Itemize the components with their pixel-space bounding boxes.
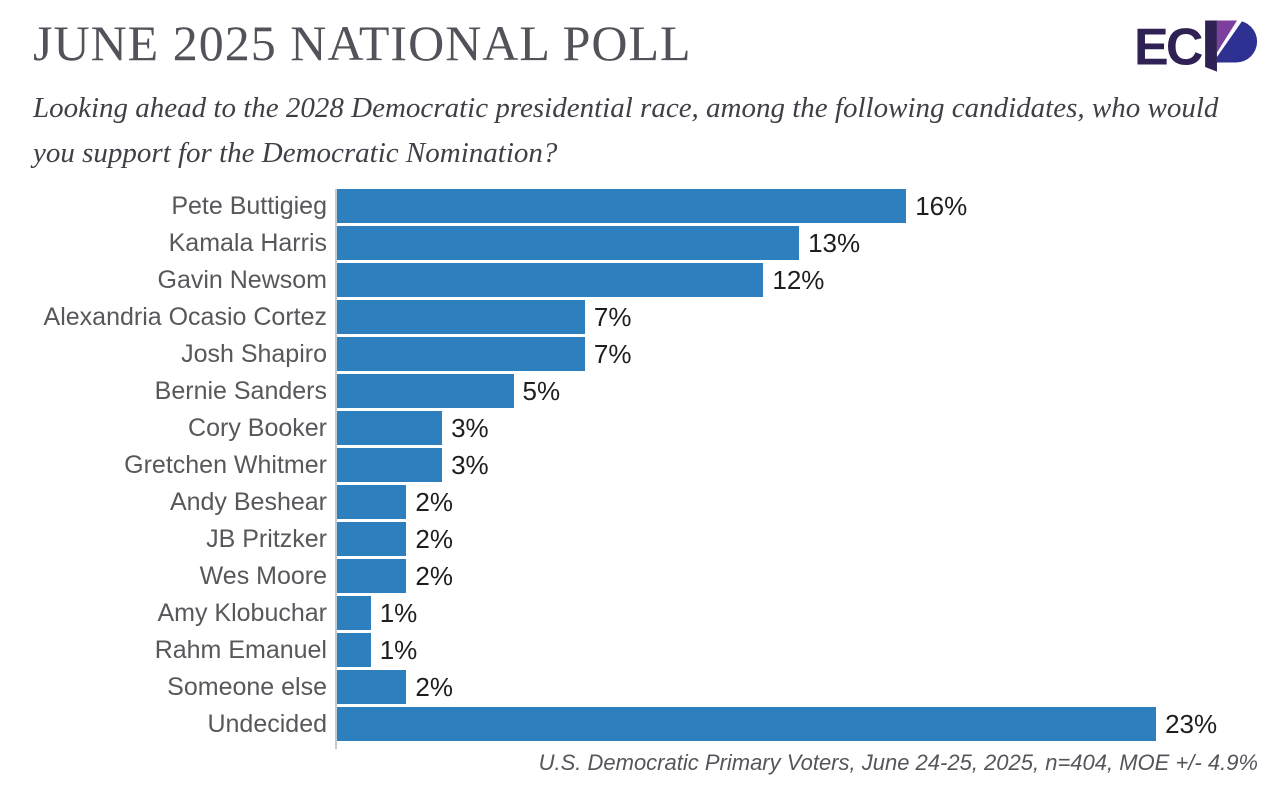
bar-track: 3% — [335, 411, 1258, 445]
category-label: Gretchen Whitmer — [124, 451, 327, 479]
bar-track: 12% — [335, 263, 1258, 297]
bar-track: 5% — [335, 374, 1258, 408]
category-label: Josh Shapiro — [181, 340, 327, 368]
chart-row: Josh Shapiro 7% — [33, 337, 1258, 371]
chart-row: Undecided 23% — [33, 707, 1258, 741]
value-label: 1% — [379, 635, 418, 665]
bar — [335, 374, 514, 408]
header: JUNE 2025 NATIONAL POLL EC — [33, 16, 1258, 78]
logo-p-stem-shape — [1205, 20, 1217, 72]
bar-track: 1% — [335, 596, 1258, 630]
chart-row: JB Pritzker 2% — [33, 522, 1258, 556]
bar — [335, 300, 585, 334]
value-label: 12% — [772, 265, 825, 295]
value-label: 7% — [593, 339, 632, 369]
bar — [335, 189, 907, 223]
chart-row: Gretchen Whitmer 3% — [33, 448, 1258, 482]
bar — [335, 263, 764, 297]
bar-track: 2% — [335, 522, 1258, 556]
value-label: 2% — [415, 561, 453, 591]
value-label: 3% — [451, 413, 489, 443]
value-label: 7% — [593, 302, 632, 332]
bar-track: 13% — [335, 226, 1258, 260]
chart-row: Wes Moore 2% — [33, 559, 1258, 593]
y-axis-line — [335, 189, 337, 749]
value-label: 1% — [379, 598, 418, 628]
chart-row: Amy Klobuchar 1% — [33, 596, 1258, 630]
chart-row: Pete Buttigieg 16% — [33, 189, 1258, 223]
bar — [335, 596, 371, 630]
chart-row: Cory Booker 3% — [33, 411, 1258, 445]
category-label: Undecided — [207, 710, 327, 738]
bar — [335, 226, 800, 260]
chart-row: Kamala Harris 13% — [33, 226, 1258, 260]
chart-rows: Pete Buttigieg 16% Kamala Harris 13% Gavin N… — [33, 189, 1258, 741]
value-label: 16% — [915, 191, 968, 221]
page-title: JUNE 2025 NATIONAL POLL — [33, 15, 692, 71]
value-label: 2% — [415, 672, 453, 702]
survey-footnote: U.S. Democratic Primary Voters, June 24-… — [538, 750, 1258, 775]
category-label: Rahm Emanuel — [154, 636, 327, 664]
value-label: 5% — [522, 376, 561, 406]
ecp-logo: EC — [1134, 18, 1258, 76]
chart-row: Gavin Newsom 12% — [33, 263, 1258, 297]
bar-track: 16% — [335, 189, 1258, 223]
bar — [335, 633, 371, 667]
category-label: Kamala Harris — [168, 229, 327, 257]
bar — [335, 707, 1157, 741]
bar — [335, 670, 407, 704]
bar-chart: Pete Buttigieg 16% Kamala Harris 13% Gavin N… — [33, 189, 1258, 749]
bar — [335, 411, 443, 445]
category-label: Someone else — [167, 673, 327, 701]
bar-track: 2% — [335, 485, 1258, 519]
bar — [335, 337, 585, 371]
bar — [335, 448, 443, 482]
chart-row: Bernie Sanders 5% — [33, 374, 1258, 408]
category-label: Wes Moore — [199, 562, 327, 590]
bar-track: 2% — [335, 559, 1258, 593]
category-label: Bernie Sanders — [154, 377, 327, 405]
chart-row: Someone else 2% — [33, 670, 1258, 704]
bar-track: 2% — [335, 670, 1258, 704]
bar — [335, 485, 407, 519]
category-label: Cory Booker — [188, 414, 327, 442]
chart-row: Andy Beshear 2% — [33, 485, 1258, 519]
chart-row: Alexandria Ocasio Cortez 7% — [33, 300, 1258, 334]
value-label: 23% — [1165, 709, 1218, 739]
chart-row: Rahm Emanuel 1% — [33, 633, 1258, 667]
category-label: Amy Klobuchar — [157, 599, 327, 627]
category-label: Pete Buttigieg — [171, 192, 327, 220]
category-label: Andy Beshear — [169, 488, 327, 516]
bar-track: 1% — [335, 633, 1258, 667]
bar-track: 7% — [335, 300, 1258, 334]
value-label: 13% — [808, 228, 861, 258]
bar-track: 3% — [335, 448, 1258, 482]
question-text: Looking ahead to the 2028 Democratic pre… — [33, 92, 1219, 169]
logo-letters-ec: EC — [1134, 18, 1203, 76]
bar — [335, 559, 407, 593]
category-label: JB Pritzker — [206, 525, 327, 553]
bar — [335, 522, 407, 556]
value-label: 2% — [415, 487, 453, 517]
bar-track: 7% — [335, 337, 1258, 371]
value-label: 2% — [415, 524, 453, 554]
category-label: Gavin Newsom — [157, 266, 328, 294]
value-label: 3% — [451, 450, 489, 480]
category-label: Alexandria Ocasio Cortez — [43, 303, 327, 331]
bar-track: 23% — [335, 707, 1258, 741]
